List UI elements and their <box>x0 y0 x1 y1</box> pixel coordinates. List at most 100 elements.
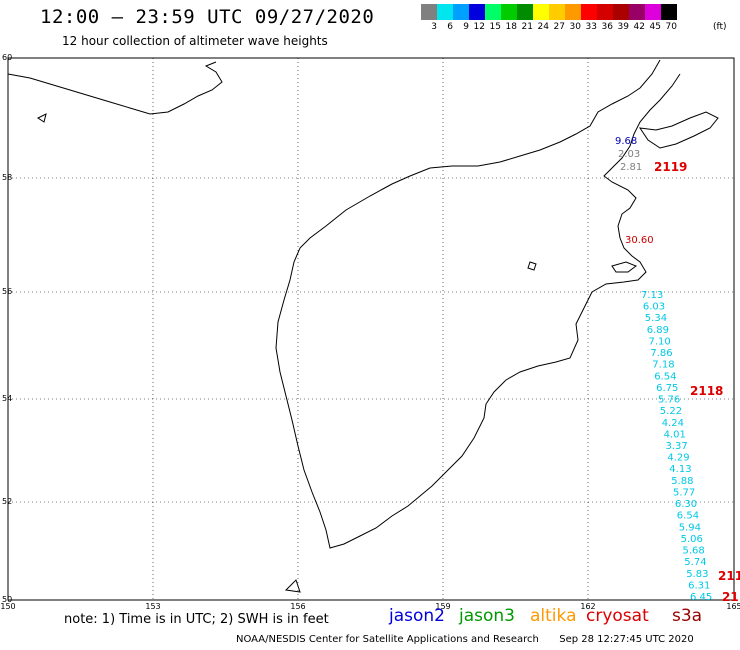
longitude-tick-label: 165 <box>726 602 740 611</box>
wave-height-value: 2.03 <box>618 149 640 160</box>
latitude-tick-label: 50 <box>2 595 12 604</box>
color-scale-cell: 45 <box>645 4 661 32</box>
wave-height-value: 5.74 <box>684 557 706 568</box>
color-scale-cell: 3 <box>421 4 437 32</box>
color-scale-label: 6 <box>447 22 453 32</box>
longitude-tick-label: 162 <box>580 602 595 611</box>
pass-number-label: 21 <box>722 590 739 604</box>
wave-height-value: 5.88 <box>671 476 693 487</box>
wave-height-value: 4.13 <box>669 464 691 475</box>
wave-height-value: 7.13 <box>641 290 663 301</box>
wave-height-value: 7.86 <box>650 348 672 359</box>
legend-satellite-altika: altika <box>530 606 577 626</box>
color-scale-label: 45 <box>649 22 661 32</box>
pass-number-label: 2118 <box>690 384 723 398</box>
island-2 <box>611 261 638 273</box>
color-scale-cell: 42 <box>629 4 645 32</box>
color-scale-cell: 70 <box>661 4 677 32</box>
pass-number-label: 2119 <box>654 160 687 174</box>
pass-number-label: 211 <box>718 569 740 583</box>
wave-height-value: 5.76 <box>658 395 680 406</box>
island-1 <box>527 261 537 271</box>
wave-height-value: 6.30 <box>675 499 697 510</box>
latitude-tick-label: 54 <box>2 394 12 403</box>
latitude-tick-label: 60 <box>2 53 12 62</box>
legend-satellite-jason3: jason3 <box>459 606 515 626</box>
color-scale-unit: (ft) <box>713 22 727 32</box>
wave-height-value: 4.24 <box>662 418 684 429</box>
graticule <box>8 58 734 600</box>
color-scale-label: 27 <box>553 22 565 32</box>
wave-height-value: 5.06 <box>681 534 703 545</box>
wave-height-value: 6.89 <box>647 325 669 336</box>
legend-satellite-jason2: jason2 <box>389 606 445 626</box>
color-scale-cell: 39 <box>613 4 629 32</box>
wave-height-value: 6.54 <box>654 371 676 382</box>
wave-height-value: 30.60 <box>625 235 654 246</box>
east-peninsula-coastline <box>638 111 719 149</box>
longitude-tick-label: 156 <box>290 602 305 611</box>
color-scale-label: 30 <box>569 22 581 32</box>
color-scale-cell: 33 <box>581 4 597 32</box>
wave-height-value: 5.83 <box>686 569 708 580</box>
wave-height-value: 2.81 <box>620 162 642 173</box>
wave-height-value: 6.54 <box>677 511 699 522</box>
credit-text: NOAA/NESDIS Center for Satellite Applica… <box>236 634 539 645</box>
generation-timestamp: Sep 28 12:27:45 UTC 2020 <box>559 634 694 645</box>
longitude-tick-labels: 150 153 156 159 162 165 <box>0 602 740 611</box>
color-scale-cell: 27 <box>549 4 565 32</box>
latitude-tick-label: 56 <box>2 287 12 296</box>
color-scale-label: 39 <box>617 22 629 32</box>
pass-number-labels: 2119 2118 211 21 <box>654 160 740 604</box>
color-scale-cell: 24 <box>533 4 549 32</box>
color-scale-label: 24 <box>537 22 549 32</box>
color-scale-label: 21 <box>521 22 533 32</box>
color-scale-label: 33 <box>585 22 597 32</box>
island-3 <box>284 579 301 593</box>
legend-satellite-cryosat: cryosat <box>586 606 649 626</box>
color-scale-label: 12 <box>473 22 485 32</box>
color-scale-cell: 36 <box>597 4 613 32</box>
color-scale-cell: 30 <box>565 4 581 32</box>
footer-note: note: 1) Time is in UTC; 2) SWH is in fe… <box>64 612 329 627</box>
color-scale-cell: 9 <box>453 4 469 32</box>
color-scale-cell: 15 <box>485 4 501 32</box>
wave-height-value: 7.10 <box>649 337 671 348</box>
wave-height-value: 3.37 <box>666 441 688 452</box>
wave-height-value: 6.75 <box>656 383 678 394</box>
color-scale-label: 70 <box>665 22 677 32</box>
color-scale-label: 3 <box>431 22 437 32</box>
wave-height-value: 4.01 <box>664 429 686 440</box>
wave-height-value: 5.77 <box>673 488 695 499</box>
kamchatka-coastline <box>275 59 681 549</box>
legend-satellite-s3a: s3a <box>672 606 703 626</box>
color-scale-label: 42 <box>633 22 645 32</box>
northern-coastline <box>7 61 223 115</box>
color-scale-cell: 18 <box>501 4 517 32</box>
map-title: 12:00 – 23:59 UTC 09/27/2020 <box>40 6 375 28</box>
color-scale-cell: 21 <box>517 4 533 32</box>
credit-line: NOAA/NESDIS Center for Satellite Applica… <box>236 634 694 645</box>
color-scale-label: 18 <box>505 22 517 32</box>
color-scale-cell: 6 <box>437 4 453 32</box>
wave-height-value: 5.94 <box>679 522 701 533</box>
island-4 <box>37 113 47 123</box>
color-scale-bar: 3 6 9 12 15 18 21 24 27 30 33 36 39 42 45 70 <box>421 4 677 32</box>
longitude-tick-label: 159 <box>435 602 450 611</box>
latitude-tick-label: 58 <box>2 173 12 182</box>
latitude-tick-labels: 60 58 56 54 52 50 <box>2 53 12 604</box>
wave-height-value: 6.45 <box>690 592 712 603</box>
wave-height-value: 5.68 <box>683 546 705 557</box>
wave-height-value: 9.68 <box>615 136 637 147</box>
wave-height-value: 6.03 <box>643 302 665 313</box>
latitude-tick-label: 52 <box>2 497 12 506</box>
color-scale-cell: 12 <box>469 4 485 32</box>
longitude-tick-label: 153 <box>145 602 160 611</box>
wave-height-value: 5.34 <box>645 313 667 324</box>
color-scale-label: 9 <box>463 22 469 32</box>
color-scale-label: 15 <box>489 22 501 32</box>
map-subtitle: 12 hour collection of altimeter wave hei… <box>62 34 328 48</box>
wave-height-value: 4.29 <box>667 453 689 464</box>
wave-height-value: 5.22 <box>660 406 682 417</box>
